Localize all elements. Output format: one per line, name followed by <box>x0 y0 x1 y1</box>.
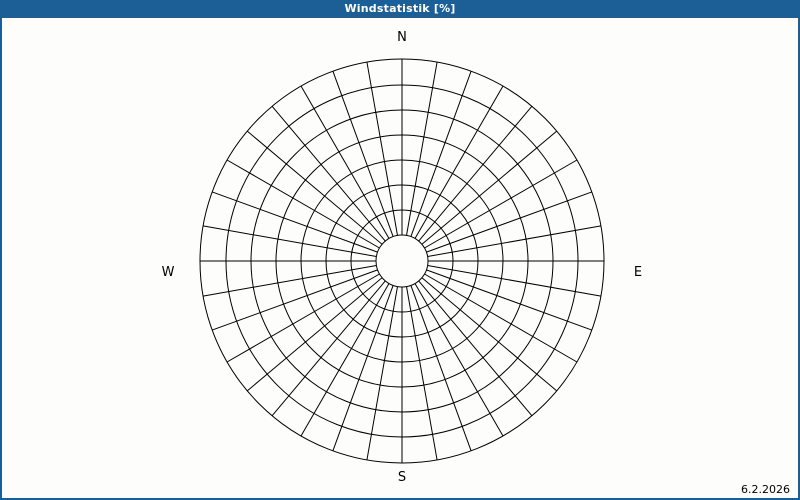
grid-spoke-29 <box>212 191 378 253</box>
date-stamp: 6.2.2026 <box>741 483 790 496</box>
compass-label-east: E <box>633 265 643 280</box>
grid-spoke-20 <box>332 285 394 451</box>
grid-spoke-24 <box>226 273 380 363</box>
grid-spoke-11 <box>426 269 592 331</box>
grid-spoke-3 <box>414 85 504 239</box>
grid-spoke-25 <box>212 269 378 331</box>
grid-ring-0 <box>375 234 429 288</box>
grid-spoke-34 <box>332 71 394 237</box>
window-title-bar: Windstatistik [%] <box>0 0 800 18</box>
compass-label-west: W <box>161 265 175 280</box>
grid-spoke-21 <box>300 283 390 437</box>
grid-spoke-19 <box>366 286 398 461</box>
grid-spoke-16 <box>410 285 472 451</box>
grid-spoke-30 <box>226 159 380 249</box>
wind-rose-grid <box>199 58 605 464</box>
grid-spoke-32 <box>271 105 386 242</box>
grid-spoke-15 <box>414 283 504 437</box>
grid-spoke-10 <box>427 265 602 297</box>
grid-spoke-17 <box>406 286 438 461</box>
grid-spoke-35 <box>366 61 398 236</box>
compass-label-north: N <box>397 30 407 45</box>
grid-spoke-12 <box>424 273 578 363</box>
grid-spoke-28 <box>202 225 377 257</box>
compass-label-south: S <box>397 470 407 485</box>
grid-spoke-33 <box>300 85 390 239</box>
grid-spoke-7 <box>426 191 592 253</box>
grid-spoke-22 <box>271 280 386 417</box>
grid-spoke-23 <box>246 277 383 392</box>
grid-spoke-5 <box>421 130 558 245</box>
grid-spoke-8 <box>427 225 602 257</box>
grid-spoke-13 <box>421 277 558 392</box>
grid-spoke-6 <box>424 159 578 249</box>
polar-grid-group <box>199 58 605 464</box>
grid-spoke-14 <box>418 280 533 417</box>
grid-spoke-31 <box>246 130 383 245</box>
grid-spoke-4 <box>418 105 533 242</box>
grid-spoke-1 <box>406 61 438 236</box>
grid-spoke-2 <box>410 71 472 237</box>
wind-rose-plot-area: N S W E <box>2 18 798 498</box>
grid-spoke-26 <box>202 265 377 297</box>
